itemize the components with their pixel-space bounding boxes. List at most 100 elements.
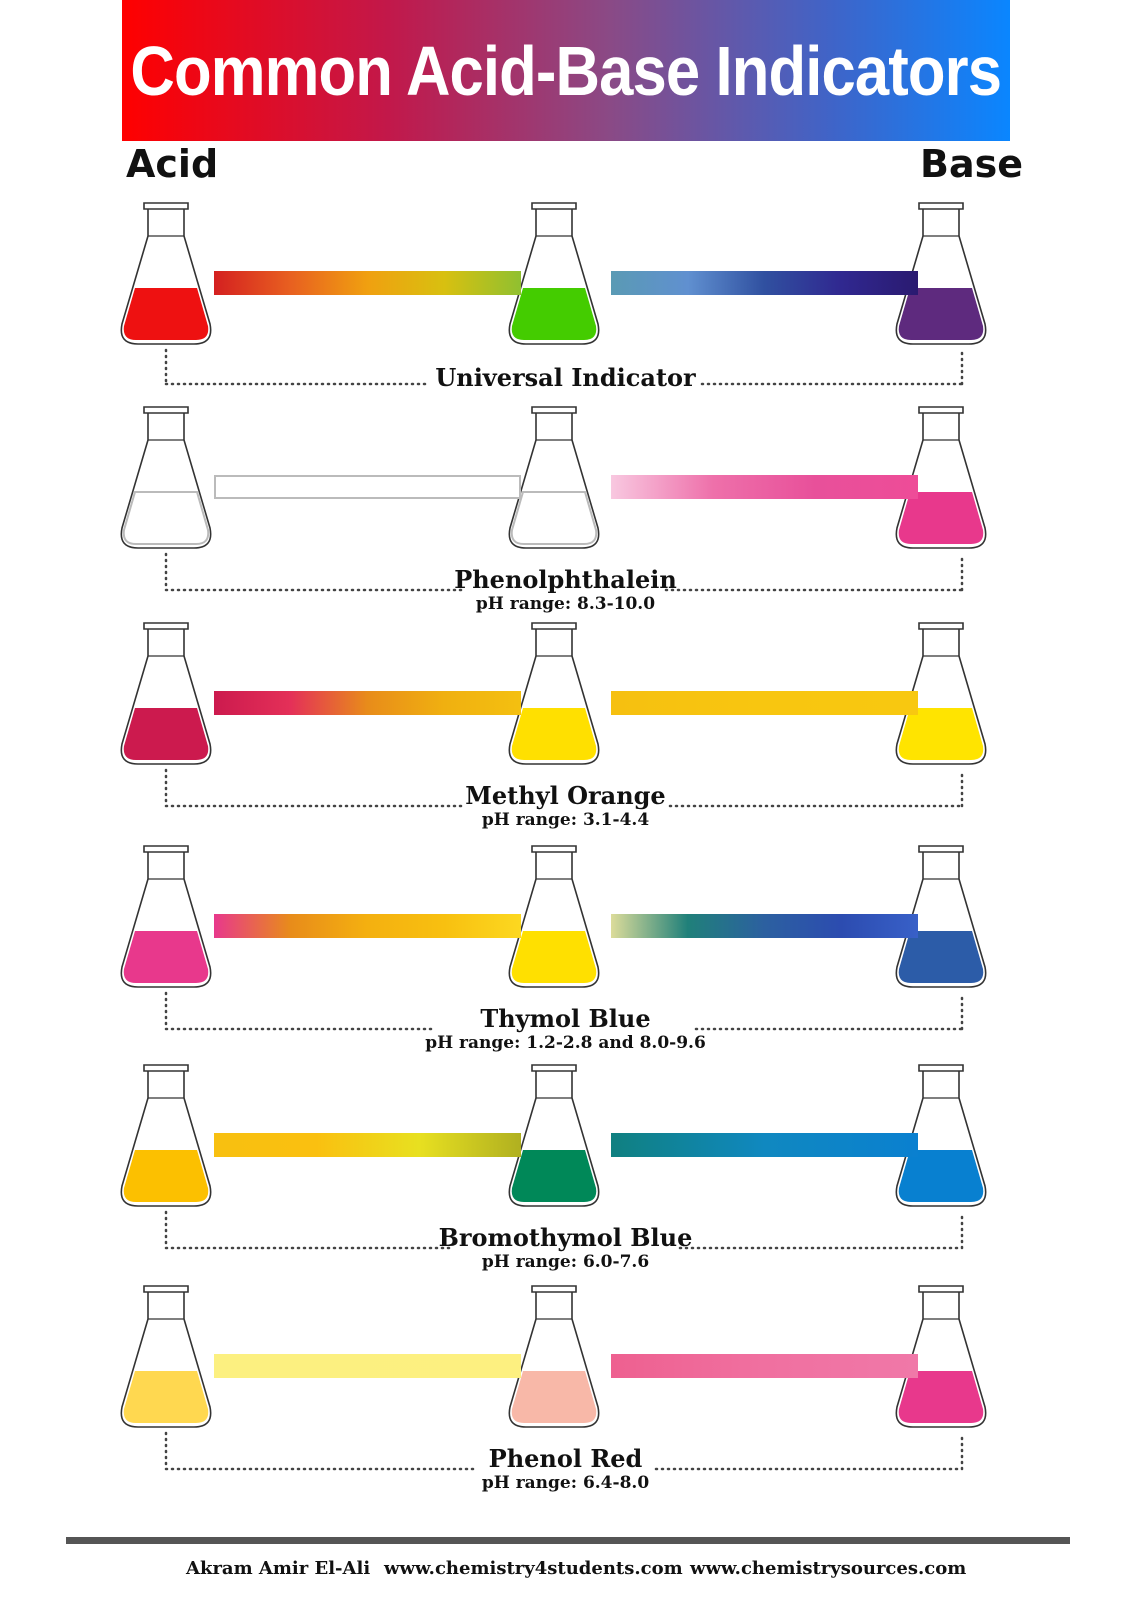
acid-transition-bar bbox=[214, 914, 521, 938]
acid-flask-rim bbox=[143, 1285, 189, 1293]
acid-flask-outline bbox=[120, 209, 212, 345]
mid-liquid bbox=[511, 1150, 597, 1202]
footer-divider bbox=[66, 1537, 1070, 1544]
base-flask-rim bbox=[918, 202, 964, 210]
dotted-connector bbox=[164, 552, 964, 592]
indicator-row: Bromothymol Blue pH range: 6.0-7.6 bbox=[0, 1062, 1131, 1282]
website-link-2: www.chemistrysources.com bbox=[690, 1558, 967, 1579]
base-liquid bbox=[898, 288, 984, 340]
acid-transition-bar bbox=[214, 1354, 521, 1378]
acid-flask-icon bbox=[120, 1064, 212, 1207]
mid-flask bbox=[506, 404, 602, 554]
base-flask-icon bbox=[895, 622, 987, 765]
acid-flask-outline bbox=[120, 852, 212, 988]
acid-liquid bbox=[123, 288, 209, 340]
base-flask-icon bbox=[895, 406, 987, 549]
acid-liquid bbox=[123, 1150, 209, 1202]
base-flask-icon bbox=[895, 1064, 987, 1207]
acid-flask-rim bbox=[143, 622, 189, 630]
indicator-row: Phenolphthalein pH range: 8.3-10.0 bbox=[0, 404, 1131, 624]
indicator-name: Universal Indicator bbox=[435, 363, 696, 392]
dotted-connector bbox=[164, 991, 964, 1031]
mid-flask-rim bbox=[531, 406, 577, 414]
mid-flask bbox=[506, 843, 602, 993]
acid-flask-rim bbox=[143, 845, 189, 853]
acid-transition-bar bbox=[214, 1133, 521, 1157]
ph-range: pH range: 6.0-7.6 bbox=[481, 1252, 650, 1272]
ph-range: pH range: 3.1-4.4 bbox=[481, 810, 650, 830]
acid-flask bbox=[118, 200, 214, 350]
acid-flask bbox=[118, 404, 214, 554]
base-label: Base bbox=[920, 142, 1023, 186]
base-flask-rim bbox=[918, 1064, 964, 1072]
base-transition-bar bbox=[611, 271, 918, 295]
acid-flask-outline bbox=[120, 1292, 212, 1428]
base-flask-rim bbox=[918, 1285, 964, 1293]
website-link-1: www.chemistry4students.com bbox=[384, 1558, 683, 1579]
acid-flask-icon bbox=[120, 406, 212, 549]
base-transition-bar bbox=[611, 475, 918, 499]
acid-flask-icon bbox=[120, 622, 212, 765]
base-flask-outline bbox=[895, 1292, 987, 1428]
indicator-label: Methyl Orange pH range: 3.1-4.4 bbox=[0, 781, 1131, 831]
base-liquid bbox=[898, 1371, 984, 1423]
mid-liquid bbox=[511, 288, 597, 340]
base-flask-icon bbox=[895, 845, 987, 988]
base-liquid bbox=[898, 492, 984, 544]
indicator-name: Thymol Blue bbox=[480, 1004, 651, 1033]
indicator-row: Methyl Orange pH range: 3.1-4.4 bbox=[0, 620, 1131, 840]
mid-flask bbox=[506, 620, 602, 770]
indicator-label: Phenolphthalein pH range: 8.3-10.0 bbox=[0, 565, 1131, 615]
acid-flask-rim bbox=[143, 1064, 189, 1072]
acid-flask bbox=[118, 843, 214, 993]
mid-liquid bbox=[511, 1371, 597, 1423]
indicator-label: Universal Indicator bbox=[0, 364, 1131, 392]
mid-flask bbox=[506, 1062, 602, 1212]
base-transition-bar bbox=[611, 1354, 918, 1378]
acid-liquid bbox=[122, 491, 210, 545]
dotted-connector bbox=[164, 1431, 964, 1471]
base-flask-outline bbox=[895, 852, 987, 988]
indicator-row: Thymol Blue pH range: 1.2-2.8 and 8.0-9.6 bbox=[0, 843, 1131, 1063]
indicator-name: Methyl Orange bbox=[465, 781, 666, 810]
acid-liquid bbox=[123, 931, 209, 983]
indicator-name: Phenolphthalein bbox=[454, 565, 677, 594]
acid-liquid bbox=[123, 708, 209, 760]
title-banner: Common Acid-Base Indicators bbox=[122, 0, 1010, 141]
mid-flask bbox=[506, 1283, 602, 1433]
acid-flask-rim bbox=[143, 202, 189, 210]
base-liquid bbox=[898, 1150, 984, 1202]
mid-flask-outline bbox=[508, 209, 600, 345]
acid-flask bbox=[118, 1283, 214, 1433]
base-liquid bbox=[898, 708, 984, 760]
base-flask-rim bbox=[918, 406, 964, 414]
base-flask-icon bbox=[895, 202, 987, 345]
indicator-label: Phenol Red pH range: 6.4-8.0 bbox=[0, 1444, 1131, 1494]
acid-flask bbox=[118, 620, 214, 770]
indicator-name: Phenol Red bbox=[488, 1444, 643, 1473]
mid-flask-outline bbox=[508, 629, 600, 765]
acid-liquid bbox=[123, 1371, 209, 1423]
mid-flask-rim bbox=[531, 622, 577, 630]
base-transition-bar bbox=[611, 1133, 918, 1157]
mid-flask-outline bbox=[508, 852, 600, 988]
indicator-label: Bromothymol Blue pH range: 6.0-7.6 bbox=[0, 1224, 1131, 1273]
acid-flask-icon bbox=[120, 845, 212, 988]
mid-flask-outline bbox=[508, 413, 600, 549]
acid-transition-bar bbox=[214, 691, 521, 715]
base-transition-bar bbox=[611, 914, 918, 938]
base-flask bbox=[893, 404, 989, 554]
acid-flask-outline bbox=[120, 629, 212, 765]
mid-flask-icon bbox=[508, 1064, 600, 1207]
mid-flask-icon bbox=[508, 622, 600, 765]
mid-flask-icon bbox=[508, 845, 600, 988]
footer: Akram Amir El-Ali www.chemistry4students… bbox=[0, 1558, 1131, 1588]
acid-flask-outline bbox=[120, 413, 212, 549]
acid-label: Acid bbox=[126, 142, 219, 186]
base-flask bbox=[893, 620, 989, 770]
mid-flask-icon bbox=[508, 406, 600, 549]
mid-liquid bbox=[511, 931, 597, 983]
acid-flask-outline bbox=[120, 1071, 212, 1207]
base-flask-outline bbox=[895, 209, 987, 345]
page-title: Common Acid-Base Indicators bbox=[130, 31, 1003, 110]
